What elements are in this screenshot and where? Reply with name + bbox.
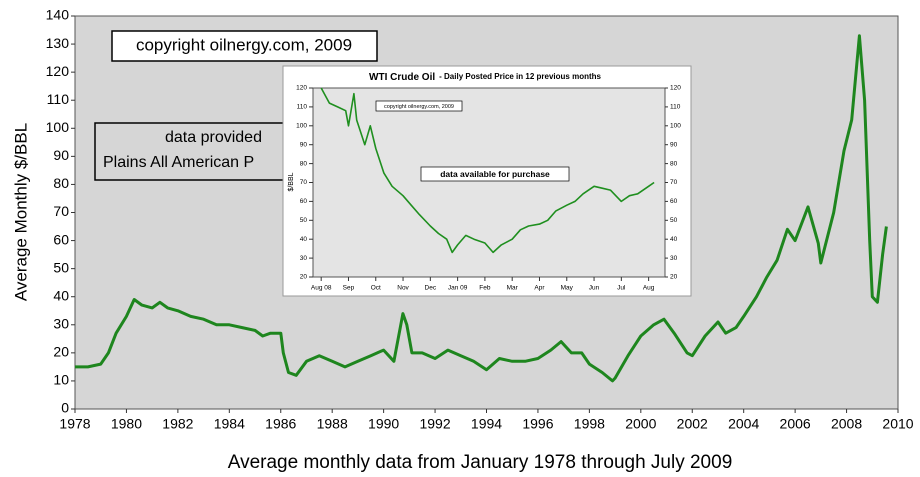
y-tick-label: 130: [46, 35, 70, 51]
data-line: [320, 87, 655, 254]
y-tick-label: 120: [46, 63, 70, 79]
y2-tick-label: 40: [670, 236, 678, 243]
x-tick-label: 2006: [780, 416, 811, 432]
x-tick-label: Jan 09: [448, 285, 468, 292]
x-tick-label: 1978: [59, 416, 90, 432]
x-tick-label: 1986: [265, 416, 296, 432]
inset-title: WTI Crude Oil - Daily Posted Price in 12 …: [369, 72, 601, 83]
y-tick-label: 60: [300, 198, 308, 205]
annotation-box: [420, 166, 570, 182]
y-tick-label: 120: [296, 85, 307, 92]
y-tick-label: 100: [46, 119, 70, 135]
y2-tick-label: 100: [670, 123, 681, 130]
y-tick-label: 30: [300, 255, 308, 262]
y2-tick-label: 110: [670, 104, 681, 111]
data-line: [75, 34, 888, 383]
y-tick-label: 40: [53, 287, 69, 303]
x-tick-label: 1996: [522, 416, 553, 432]
y-tick-label: 20: [300, 274, 308, 281]
y2-tick-label: 120: [670, 85, 681, 92]
y-tick-label: 100: [296, 123, 307, 130]
x-tick-label: 2010: [882, 416, 913, 432]
x-tick-label: Feb: [479, 285, 491, 292]
y2-tick-label: 20: [670, 274, 678, 281]
x-tick-label: Aug 08: [311, 285, 332, 292]
x-tick-label: Nov: [397, 285, 409, 292]
y2-tick-label: 70: [670, 179, 678, 186]
x-tick-label: Oct: [371, 285, 381, 292]
y2-tick-label: 80: [670, 160, 678, 167]
annotation-box: [111, 30, 378, 62]
x-tick-label: Apr: [534, 285, 545, 292]
x-tick-label: 2000: [625, 416, 656, 432]
x-tick-label: Jun: [589, 285, 600, 292]
y2-tick-label: 50: [670, 217, 678, 224]
y2-tick-label: 90: [670, 141, 678, 148]
x-tick-label: 2002: [677, 416, 708, 432]
y-tick-label: 40: [300, 236, 308, 243]
y-axis-label: Average Monthly $/BBL: [11, 123, 30, 301]
x-tick-label: 1994: [471, 416, 502, 432]
x-axis-label: Average monthly data from January 1978 t…: [228, 452, 733, 473]
annotation: data provided: [165, 129, 262, 146]
x-tick-label: Mar: [507, 285, 519, 292]
x-tick-label: 1982: [162, 416, 193, 432]
y-tick-label: 50: [300, 217, 308, 224]
x-tick-label: 1984: [214, 416, 245, 432]
plot-area: [312, 87, 666, 278]
y2-tick-label: 30: [670, 255, 678, 262]
inset-y-label: $/BBL: [288, 172, 295, 191]
x-tick-label: 1988: [317, 416, 348, 432]
x-tick-label: 1980: [111, 416, 142, 432]
x-tick-label: 1990: [368, 416, 399, 432]
y-tick-label: 90: [53, 147, 69, 163]
y-tick-label: 10: [53, 372, 69, 388]
y-tick-label: 60: [53, 231, 69, 247]
x-tick-label: 2008: [831, 416, 862, 432]
y-tick-label: 20: [53, 344, 69, 360]
y-tick-label: 140: [46, 7, 70, 23]
inset-title-main: WTI Crude Oil: [369, 72, 435, 83]
x-tick-label: 1998: [574, 416, 605, 432]
annotation-box: [375, 100, 463, 112]
annotation: copyright oilnergy.com, 2009: [136, 35, 352, 54]
inset-subtitle: - Daily Posted Price in 12 previous mont…: [439, 72, 601, 81]
x-tick-label: Sep: [343, 285, 355, 292]
y-tick-label: 50: [53, 259, 69, 275]
x-tick-label: Dec: [425, 285, 437, 292]
y-tick-label: 110: [297, 104, 308, 111]
y-tick-label: 80: [300, 160, 308, 167]
y-tick-label: 0: [61, 400, 69, 416]
y-tick-label: 80: [53, 175, 69, 191]
annotation-box: [94, 122, 316, 181]
annotation: copyright oilnergy.com, 2009: [384, 104, 454, 110]
x-tick-label: 1992: [419, 416, 450, 432]
y-tick-label: 70: [300, 179, 308, 186]
annotation: Plains All American P: [103, 154, 254, 171]
y-tick-label: 90: [300, 141, 308, 148]
y-tick-label: 70: [53, 203, 69, 219]
x-tick-label: Aug: [643, 285, 655, 292]
x-tick-label: Jul: [617, 285, 626, 292]
annotation: data available for purchase: [440, 169, 550, 179]
y-tick-label: 30: [53, 315, 69, 331]
x-tick-label: 2004: [728, 416, 759, 432]
y2-tick-label: 60: [670, 198, 678, 205]
x-tick-label: May: [561, 285, 574, 292]
y-tick-label: 110: [47, 91, 70, 107]
